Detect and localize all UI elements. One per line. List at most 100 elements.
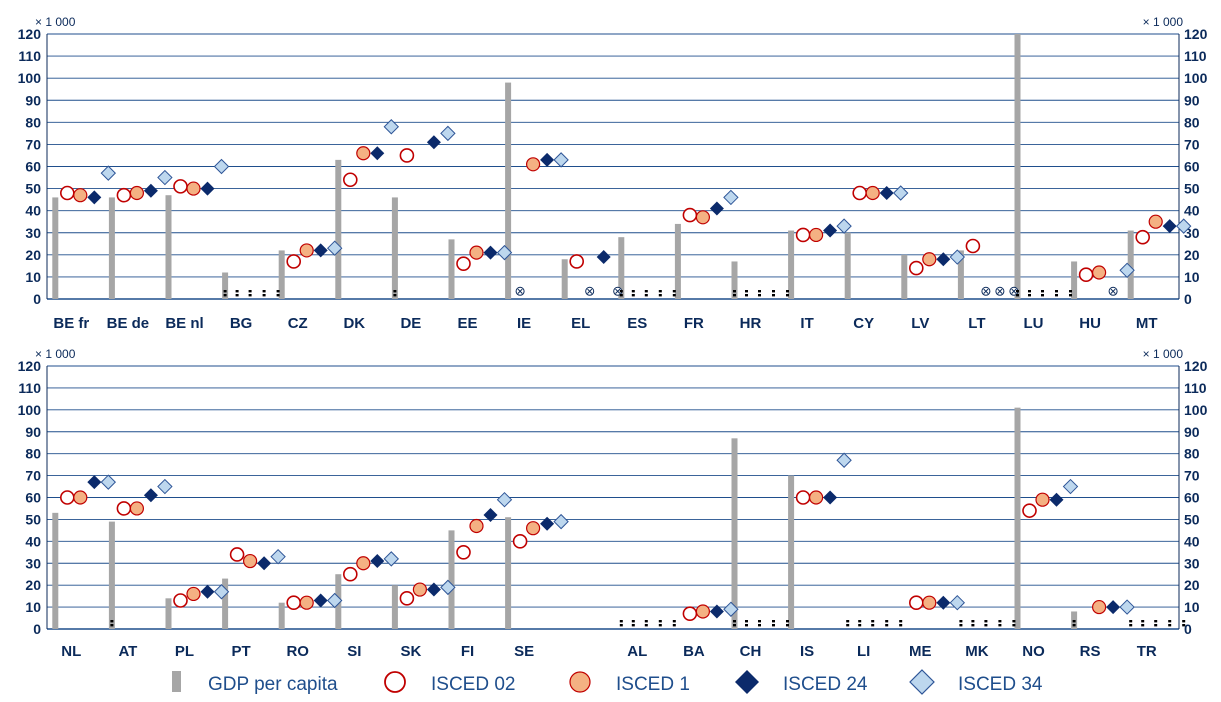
y-tick-label-right: 70: [1184, 136, 1200, 152]
point-isced-34: [440, 125, 456, 142]
not-available-marker: [1016, 290, 1019, 293]
y-tick-label-left: 110: [18, 380, 41, 396]
point-isced-24: [370, 146, 385, 161]
x-tick-label: EE: [457, 315, 477, 332]
point-isced-24: [1106, 600, 1121, 615]
bar-gdp-per-capita: [788, 230, 795, 299]
y-tick-label-right: 0: [1184, 621, 1192, 637]
not-available-marker: [631, 620, 635, 623]
not-available-marker: [235, 294, 239, 297]
bar-gdp-per-capita: [165, 598, 172, 629]
x-tick-label: TR: [1137, 643, 1157, 660]
y-tick-label-left: 10: [25, 599, 41, 615]
point-isced-24: [596, 250, 611, 265]
y-multiplier-label-right: × 1 000: [1143, 347, 1184, 361]
x-tick-label: SI: [347, 643, 361, 660]
not-available-marker: [276, 294, 280, 297]
y-tick-label-left: 40: [25, 203, 41, 219]
not-available-marker: [1055, 290, 1058, 293]
x-tick-label: IE: [517, 315, 531, 332]
not-available-marker: [998, 624, 1002, 627]
y-tick-label-left: 0: [33, 621, 41, 637]
y-tick-label-left: 80: [25, 446, 41, 462]
bar-gdp-per-capita: [391, 197, 398, 299]
legend-label: ISCED 02: [431, 674, 515, 695]
x-tick-label: MK: [965, 643, 988, 660]
x-tick-label: BE nl: [165, 315, 203, 332]
point-isced-34: [723, 189, 739, 206]
y-tick-label-left: 90: [25, 92, 41, 108]
point-isced-02: [116, 187, 132, 203]
point-isced-24: [200, 584, 215, 599]
not-available-marker: [846, 624, 850, 627]
point-isced-34: [723, 601, 739, 617]
legend-icon-isced-34: [909, 669, 935, 695]
point-isced-02: [795, 227, 811, 243]
point-isced-02: [116, 501, 132, 516]
point-isced-02: [60, 185, 75, 201]
point-isced-24: [879, 186, 894, 200]
not-available-marker: [1072, 620, 1076, 623]
not-available-marker: [393, 294, 397, 297]
x-tick-label: LU: [1024, 315, 1044, 332]
y-tick-label-right: 0: [1184, 291, 1192, 307]
y-tick-label-right: 110: [1184, 380, 1207, 396]
not-available-marker: [786, 290, 789, 293]
not-available-marker: [858, 620, 862, 623]
point-isced-02: [1135, 229, 1150, 245]
point-isced-24: [370, 554, 385, 569]
point-isced-24: [143, 488, 158, 503]
y-tick-label-left: 100: [18, 70, 42, 86]
point-isced-24: [709, 201, 724, 216]
point-isced-1: [1148, 214, 1163, 229]
not-available-marker: [248, 294, 252, 297]
bar-gdp-per-capita: [391, 585, 398, 629]
point-isced-34: [496, 491, 513, 508]
x-tick-label: DE: [400, 315, 421, 332]
bar-gdp-per-capita: [278, 602, 285, 629]
x-tick-label: AT: [118, 643, 137, 660]
not-available-marker: [733, 620, 736, 623]
x-tick-label: PT: [232, 643, 251, 660]
not-available-marker: [1028, 290, 1031, 293]
y-tick-label-left: 110: [18, 48, 41, 64]
not-available-marker: [672, 294, 676, 297]
bar-gdp-per-capita: [731, 438, 738, 629]
not-available-marker: [1141, 620, 1145, 623]
x-tick-label: BA: [683, 643, 705, 660]
x-tick-label: LT: [968, 315, 985, 332]
legend: GDP per capita ISCED 02 ISCED 1 ISCED 24 ISC…: [172, 669, 1043, 695]
y-tick-label-right: 80: [1184, 446, 1200, 462]
y-tick-label-right: 90: [1184, 92, 1200, 108]
point-isced-24: [313, 593, 328, 608]
not-available-marker: [223, 290, 227, 293]
point-isced-24: [200, 181, 215, 196]
point-isced-34: [100, 165, 117, 181]
x-tick-label: HR: [740, 315, 762, 332]
point-isced-34: [326, 592, 343, 609]
not-available-marker: [631, 294, 635, 297]
not-available-marker: [772, 294, 775, 297]
point-isced-24: [313, 243, 328, 258]
y-tick-label-left: 0: [33, 291, 41, 307]
not-available-marker: [846, 620, 850, 623]
y-tick-label-left: 120: [18, 26, 42, 42]
x-tick-label: IS: [800, 643, 814, 660]
y-tick-label-right: 70: [1184, 468, 1200, 484]
point-isced-1: [186, 586, 201, 602]
point-isced-34: [270, 548, 286, 565]
y-tick-label-right: 30: [1184, 555, 1200, 571]
not-available-marker: [262, 290, 266, 293]
point-isced-1: [469, 518, 484, 534]
x-tick-label: CZ: [288, 315, 308, 332]
x-tick-label: DK: [343, 315, 365, 332]
point-isced-24: [426, 135, 441, 150]
y-tick-label-left: 30: [25, 225, 41, 241]
not-available-marker: [1012, 624, 1016, 627]
point-isced-1: [922, 252, 937, 267]
not-available-marker: [644, 624, 648, 627]
not-available-marker: [658, 294, 662, 297]
point-isced-1: [129, 185, 144, 201]
x-tick-label: IT: [800, 315, 813, 332]
point-isced-34: [1175, 218, 1192, 234]
